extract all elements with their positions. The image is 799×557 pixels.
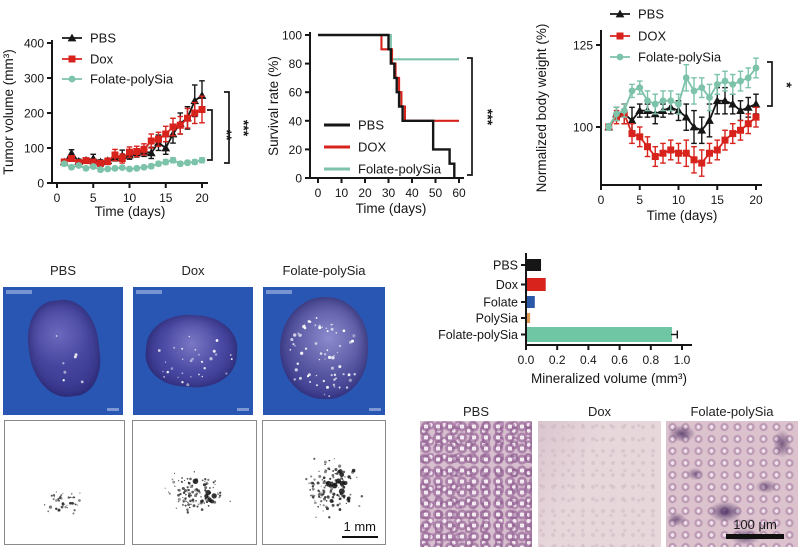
svg-text:40: 40 (289, 114, 303, 128)
microct-label-folate-polysia: Folate-polySia (282, 263, 366, 278)
body-weight-chart: 100 125 0 5 10 15 20 Time (days) Normalized body… (534, 7, 795, 224)
svg-text:Dox: Dox (90, 52, 114, 67)
svg-text:0.0: 0.0 (518, 353, 535, 367)
svg-text:Dox: Dox (496, 278, 519, 292)
svg-text:DOX: DOX (638, 29, 667, 44)
svg-text:20: 20 (749, 193, 763, 207)
mineral-projection-dox (132, 420, 257, 545)
histology-image-dox (538, 421, 661, 547)
svg-text:0: 0 (37, 177, 44, 191)
speck-dots (305, 457, 364, 519)
microct-label-pbs: PBS (49, 263, 76, 278)
svg-text:Mineralized volume (mm³): Mineralized volume (mm³) (531, 371, 687, 386)
svg-text:100: 100 (24, 142, 44, 156)
svg-text:PBS: PBS (358, 118, 384, 133)
svg-text:40: 40 (405, 186, 419, 200)
svg-text:10: 10 (672, 193, 686, 207)
svg-text:Folate-polySia: Folate-polySia (90, 72, 174, 87)
svg-text:200: 200 (24, 107, 44, 121)
svg-text:Time (days): Time (days) (356, 201, 427, 216)
svg-text:Folate-polySia: Folate-polySia (438, 328, 518, 342)
svg-text:0.2: 0.2 (549, 353, 566, 367)
mineral-projection-folate-polysia: 1 mm (262, 420, 386, 545)
svg-text:0: 0 (54, 191, 61, 205)
tumor-volume-chart: 0 100 200 300 400 0 5 10 15 20 Time (days) Tumor vo… (1, 31, 250, 220)
viewer-scale-mark (369, 408, 381, 411)
scale-bar-100um: 100 μm (726, 517, 784, 539)
svg-text:PBS: PBS (638, 7, 664, 22)
microct-label-dox: Dox (181, 263, 205, 278)
svg-text:20: 20 (289, 143, 303, 157)
scale-bar-1mm: 1 mm (341, 519, 378, 538)
svg-text:PolySia: PolySia (476, 312, 518, 326)
svg-text:15: 15 (159, 191, 173, 205)
svg-text:***: *** (480, 109, 496, 126)
microct-render-dox (133, 287, 253, 415)
svg-text:300: 300 (24, 72, 44, 86)
svg-text:***: *** (236, 120, 250, 137)
speck-dots (164, 471, 231, 514)
speck-dots (43, 491, 81, 515)
svg-text:Normalized body weight (%): Normalized body weight (%) (534, 24, 549, 193)
mineral-speckles-overlay (289, 317, 356, 398)
svg-text:60: 60 (452, 186, 466, 200)
svg-text:5: 5 (636, 193, 643, 207)
survival-rate-chart: 0 20 40 60 80 100 0 10 20 30 40 50 60 Time (days) Surv… (266, 29, 496, 217)
histology-image-pbs (420, 421, 532, 547)
svg-text:0: 0 (598, 193, 605, 207)
svg-text:Folate: Folate (483, 296, 518, 310)
scale-bar-100um-bar (726, 534, 784, 539)
svg-text:PBS: PBS (90, 31, 116, 46)
svg-text:10: 10 (335, 186, 349, 200)
svg-text:Time (days): Time (days) (647, 208, 718, 223)
svg-text:80: 80 (289, 57, 303, 71)
svg-text:1.0: 1.0 (674, 353, 691, 367)
svg-text:400: 400 (24, 37, 44, 51)
svg-text:PBS: PBS (493, 259, 518, 273)
mineralized-volume-bar-chart: 0.0 0.2 0.4 0.6 0.8 1.0 PBS Dox Folate PolySia Fol… (438, 253, 692, 386)
svg-text:Tumor volume (mm³): Tumor volume (mm³) (1, 49, 16, 175)
svg-text:Time (days): Time (days) (95, 204, 166, 219)
svg-text:0.8: 0.8 (642, 353, 659, 367)
svg-text:15: 15 (711, 193, 725, 207)
svg-text:0: 0 (315, 186, 322, 200)
svg-text:100: 100 (282, 29, 302, 43)
svg-text:0.6: 0.6 (611, 353, 628, 367)
svg-text:DOX: DOX (358, 140, 387, 155)
svg-text:50: 50 (429, 186, 443, 200)
microct-render-pbs (3, 287, 123, 415)
svg-text:Folate-polySia: Folate-polySia (638, 50, 722, 65)
mineral-speckles-overlay (55, 335, 84, 384)
histology-label-pbs: PBS (462, 404, 489, 419)
viewer-corner-tag (136, 290, 162, 294)
svg-text:30: 30 (382, 186, 396, 200)
svg-text:20: 20 (195, 191, 209, 205)
svg-text:125: 125 (573, 39, 593, 53)
svg-text:100: 100 (573, 121, 593, 135)
mineral-projection-pbs (4, 420, 125, 545)
svg-text:Folate-polySia: Folate-polySia (358, 162, 442, 177)
svg-text:*: * (779, 82, 795, 88)
svg-text:0.4: 0.4 (580, 353, 597, 367)
histology-label-dox: Dox (587, 404, 612, 419)
viewer-scale-mark (237, 408, 249, 411)
microct-render-folate-polysia (263, 287, 385, 415)
svg-text:5: 5 (90, 191, 97, 205)
svg-text:60: 60 (289, 86, 303, 100)
svg-text:**: ** (219, 130, 235, 141)
histology-label-folate-polysia: Folate-polySia (690, 404, 774, 419)
svg-text:0: 0 (295, 172, 302, 186)
viewer-scale-mark (107, 408, 119, 411)
svg-text:Survival rate (%): Survival rate (%) (266, 56, 281, 156)
histology-image-folate-polysia: 100 μm (666, 421, 798, 547)
viewer-corner-tag (6, 290, 32, 294)
viewer-corner-tag (266, 290, 292, 294)
svg-text:20: 20 (358, 186, 372, 200)
scale-bar-100um-text: 100 μm (733, 517, 777, 532)
mineral-speckles-overlay (157, 335, 233, 387)
svg-text:10: 10 (123, 191, 137, 205)
